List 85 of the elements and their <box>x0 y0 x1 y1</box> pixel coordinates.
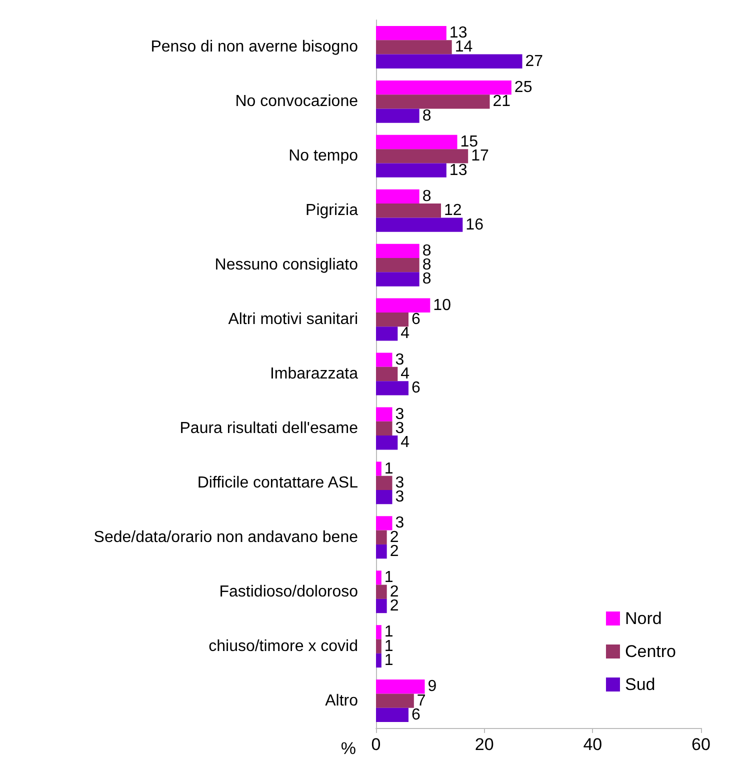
bar <box>376 680 425 694</box>
y-tick-label: Fastidioso/doloroso <box>219 583 358 600</box>
bar <box>376 476 392 490</box>
legend-label: Sud <box>624 675 656 694</box>
bar <box>376 570 382 585</box>
bar <box>376 584 387 599</box>
bar <box>376 352 392 367</box>
bar <box>376 366 398 382</box>
bar <box>376 436 398 450</box>
bar <box>376 530 387 544</box>
legend-label: Nord <box>624 609 662 628</box>
data-label: 4 <box>400 325 410 342</box>
data-label: 6 <box>412 311 420 328</box>
bar <box>376 189 420 204</box>
bar <box>376 244 420 258</box>
y-tick-label: Imbarazzata <box>270 366 358 382</box>
data-label: 6 <box>412 380 420 397</box>
data-label: 9 <box>428 678 437 696</box>
y-tick-label: Altri motivi sanitari <box>228 311 358 328</box>
data-label: 27 <box>525 52 544 70</box>
bar <box>376 490 392 504</box>
bar <box>376 163 446 178</box>
bar <box>376 516 392 530</box>
bar <box>376 407 392 422</box>
bar <box>376 625 382 640</box>
bar <box>376 598 387 614</box>
data-label: 16 <box>466 216 484 234</box>
data-label: 1 <box>384 460 394 478</box>
data-label: 3 <box>395 474 404 492</box>
y-tick-label: Penso di non averne bisogno <box>150 38 358 56</box>
bar <box>376 326 398 341</box>
bar <box>376 708 408 722</box>
bar <box>376 54 522 68</box>
y-tick-label: Altro <box>325 692 358 710</box>
data-label: 13 <box>449 162 468 179</box>
bar <box>376 544 387 559</box>
y-tick-label: No tempo <box>288 148 358 165</box>
y-tick-label: Pigrizia <box>306 202 358 220</box>
bar <box>376 80 512 95</box>
data-label: 8 <box>422 107 432 124</box>
data-label: 3 <box>395 351 404 368</box>
x-axis-title: % <box>340 739 356 758</box>
y-tick-label: chiuso/timore x covid <box>208 638 358 655</box>
data-label: 15 <box>460 133 478 150</box>
data-label: 25 <box>514 79 532 96</box>
x-tick-label: 0 <box>371 735 381 754</box>
data-label: 21 <box>492 93 511 110</box>
bar <box>376 94 490 109</box>
data-label: 2 <box>390 598 399 615</box>
data-label: 4 <box>400 434 410 452</box>
bar <box>376 653 382 668</box>
data-label: 3 <box>395 488 404 506</box>
y-tick-label: Sede/data/orario non andavano bene <box>94 528 358 546</box>
bar <box>376 149 468 164</box>
bar <box>376 204 441 218</box>
bar <box>376 462 382 476</box>
bar <box>376 381 408 396</box>
bar <box>376 40 452 54</box>
y-tick-label: No convocazione <box>235 93 358 110</box>
bar <box>376 108 420 123</box>
y-tick-label: Nessuno consigliato <box>214 256 358 274</box>
bar <box>376 421 392 436</box>
data-label: 8 <box>422 188 432 205</box>
data-label: 8 <box>422 270 432 288</box>
data-label: 4 <box>400 366 410 382</box>
legend-label: Centro <box>624 642 676 661</box>
y-tick-label: Paura risultati dell'esame <box>180 420 358 437</box>
data-label: 12 <box>444 202 462 220</box>
bar <box>376 26 446 40</box>
data-label: 10 <box>433 296 452 314</box>
bar <box>376 258 420 272</box>
bar <box>376 312 408 327</box>
bar <box>376 639 382 654</box>
bar <box>376 298 430 312</box>
x-tick-label: 40 <box>583 735 602 754</box>
data-label: 2 <box>390 543 399 560</box>
data-label: 8 <box>422 242 432 260</box>
bar <box>376 694 414 708</box>
bar <box>376 272 420 286</box>
data-label: 17 <box>471 148 489 165</box>
x-tick-label: 60 <box>692 735 710 754</box>
bar <box>376 134 458 150</box>
y-tick-label: Difficile contattare ASL <box>197 474 358 492</box>
bar <box>376 218 463 232</box>
x-tick-label: 20 <box>474 735 494 754</box>
